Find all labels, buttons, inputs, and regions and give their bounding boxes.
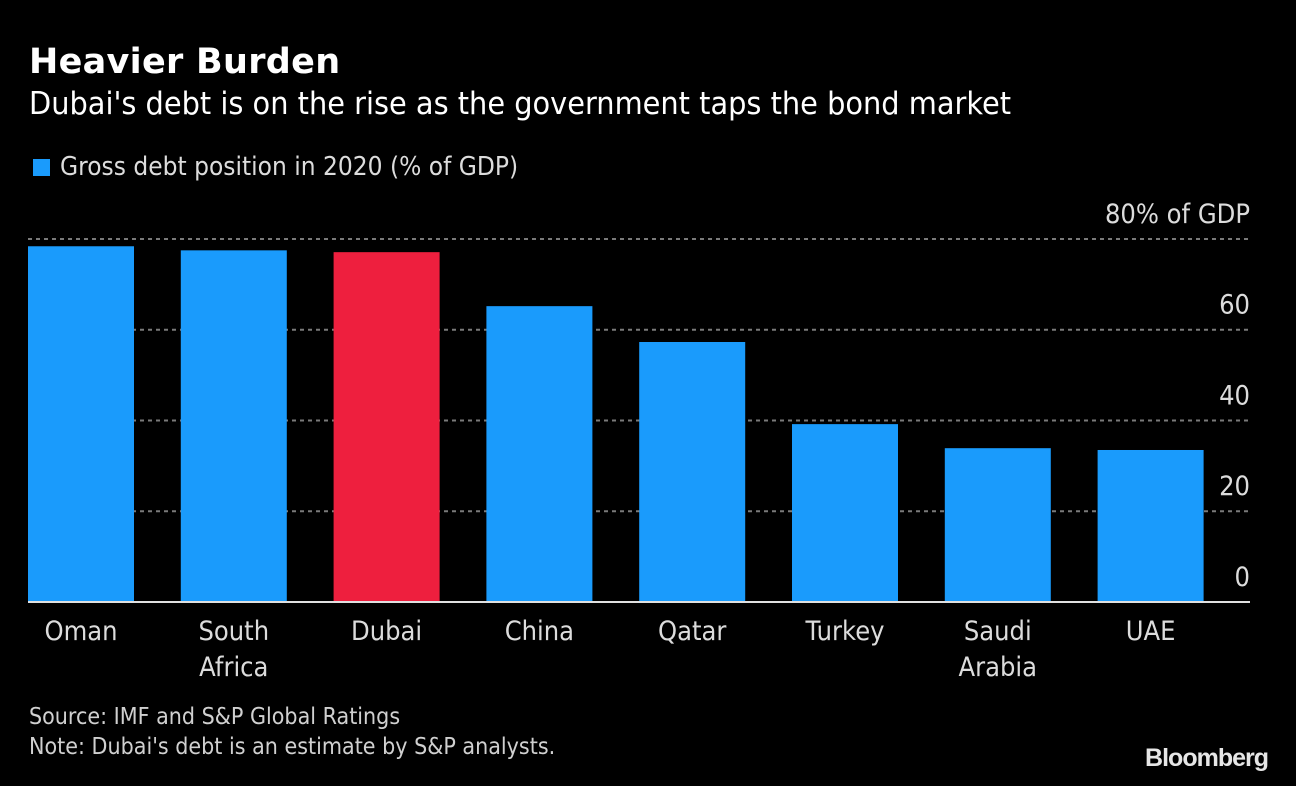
bar [792,424,898,602]
bloomberg-logo: Bloomberg [1145,744,1269,772]
bar [1097,449,1204,602]
footnote: Note: Dubai's debt is an estimate by S&P… [29,734,556,760]
y-tick-label: 0 [1235,562,1250,594]
source-note: Source: IMF and S&P Global Ratings [29,704,401,730]
legend-swatch [33,158,50,176]
x-tick-label: Saudi Arabia [959,616,1038,684]
x-tick-label: China [505,616,574,648]
bar [944,448,1051,602]
bar [28,246,134,602]
y-tick-label: 20 [1219,471,1250,503]
chart-title: Heavier Burden [29,42,341,82]
legend: Gross debt position in 2020 (% of GDP) [33,152,569,182]
x-tick-label: South Africa [199,616,270,684]
x-tick-label: UAE [1126,616,1176,648]
bar [333,252,440,602]
bar [180,250,287,602]
y-tick-label: 60 [1219,290,1250,322]
legend-label: Gross debt position in 2020 (% of GDP) [60,152,519,182]
y-tick-label: 40 [1219,380,1250,412]
x-tick-label: Oman [44,616,117,648]
bar [639,342,746,602]
y-tick-label: 80% of GDP [1105,199,1250,231]
chart-subtitle: Dubai's debt is on the rise as the gover… [29,86,1012,122]
bar [486,306,593,602]
x-tick-label: Turkey [805,616,885,648]
x-tick-label: Qatar [658,616,727,648]
x-tick-label: Dubai [351,616,422,648]
